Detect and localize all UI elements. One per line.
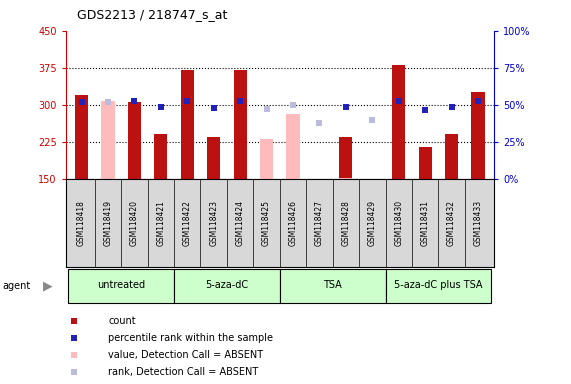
Text: value, Detection Call = ABSENT: value, Detection Call = ABSENT <box>108 350 264 360</box>
Bar <box>472 92 485 179</box>
FancyBboxPatch shape <box>280 269 385 303</box>
Bar <box>339 178 352 179</box>
Bar <box>207 137 220 179</box>
Bar <box>260 139 273 179</box>
Text: agent: agent <box>3 281 31 291</box>
Bar <box>392 65 405 179</box>
Bar <box>419 147 432 179</box>
FancyBboxPatch shape <box>174 269 280 303</box>
Bar <box>102 101 115 179</box>
Text: GSM118423: GSM118423 <box>209 200 218 246</box>
Text: GSM118421: GSM118421 <box>156 200 166 246</box>
Text: 5-aza-dC plus TSA: 5-aza-dC plus TSA <box>394 280 482 290</box>
Text: GSM118433: GSM118433 <box>473 200 482 246</box>
Bar <box>287 114 300 179</box>
Bar <box>339 137 352 179</box>
Bar <box>154 134 167 179</box>
Text: GSM118430: GSM118430 <box>394 200 403 246</box>
Text: GSM118428: GSM118428 <box>341 200 351 246</box>
FancyBboxPatch shape <box>385 269 491 303</box>
Text: GSM118425: GSM118425 <box>262 200 271 246</box>
Text: GSM118424: GSM118424 <box>236 200 244 246</box>
Bar <box>445 134 458 179</box>
Bar <box>234 70 247 179</box>
Text: rank, Detection Call = ABSENT: rank, Detection Call = ABSENT <box>108 367 259 377</box>
Text: 5-aza-dC: 5-aza-dC <box>206 280 248 290</box>
Bar <box>75 95 88 179</box>
FancyBboxPatch shape <box>69 269 174 303</box>
Text: ▶: ▶ <box>43 280 53 293</box>
Text: GSM118431: GSM118431 <box>421 200 430 246</box>
Text: GSM118420: GSM118420 <box>130 200 139 246</box>
Bar <box>180 70 194 179</box>
Text: GDS2213 / 218747_s_at: GDS2213 / 218747_s_at <box>77 8 227 21</box>
Text: GSM118426: GSM118426 <box>288 200 297 246</box>
Text: percentile rank within the sample: percentile rank within the sample <box>108 333 274 343</box>
Text: GSM118419: GSM118419 <box>103 200 112 246</box>
Text: count: count <box>108 316 136 326</box>
Text: GSM118427: GSM118427 <box>315 200 324 246</box>
Text: TSA: TSA <box>323 280 342 290</box>
Text: GSM118432: GSM118432 <box>447 200 456 246</box>
Text: GSM118429: GSM118429 <box>368 200 377 246</box>
Text: untreated: untreated <box>97 280 145 290</box>
Text: GSM118422: GSM118422 <box>183 200 192 246</box>
Bar <box>128 102 141 179</box>
Text: GSM118418: GSM118418 <box>77 200 86 246</box>
